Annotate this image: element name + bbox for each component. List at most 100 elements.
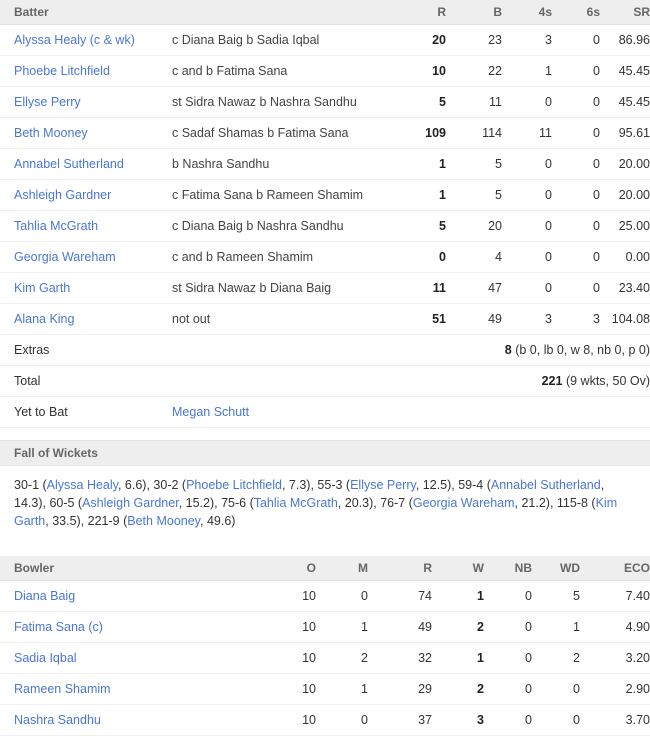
batter-name-cell: Annabel Sutherland: [0, 148, 172, 180]
maidens-cell: 1: [316, 611, 368, 643]
bowling-runs-cell: 49: [368, 611, 432, 643]
sixes-cell: 0: [552, 210, 600, 242]
batter-link[interactable]: Ashleigh Gardner: [14, 188, 112, 202]
batter-link[interactable]: Kim Garth: [14, 281, 71, 295]
batter-name-cell: Georgia Wareham: [0, 241, 172, 273]
fow-player-link[interactable]: Ashleigh Gardner: [82, 496, 179, 510]
bowler-link[interactable]: Nashra Sandhu: [14, 713, 101, 727]
batting-table: Batter R B 4s 6s SR Alyssa Healy (c & wk…: [0, 0, 650, 428]
wickets-cell: 3: [432, 704, 484, 736]
bowling-runs-cell: 74: [368, 580, 432, 612]
fow-player-link[interactable]: Beth Mooney: [127, 514, 200, 528]
dismissal-cell: c and b Fatima Sana: [172, 55, 388, 87]
table-row: Ellyse Perry st Sidra Nawaz b Nashra San…: [0, 86, 650, 118]
fow-player-link[interactable]: Ellyse Perry: [350, 478, 416, 492]
total-detail: (9 wkts, 50 Ov): [565, 374, 650, 388]
table-row: Phoebe Litchfield c and b Fatima Sana 10…: [0, 55, 650, 87]
wickets-cell: 1: [432, 580, 484, 612]
economy-cell: 7.40: [580, 580, 650, 612]
balls-cell: 47: [446, 272, 502, 304]
table-row: Rameen Shamim 10 1 29 2 0 0 2.90: [0, 673, 650, 705]
strikerate-cell: 0.00: [600, 241, 650, 273]
bowler-link[interactable]: Rameen Shamim: [14, 682, 111, 696]
batter-name-cell: Tahlia McGrath: [0, 210, 172, 242]
economy-cell: 3.20: [580, 642, 650, 674]
bowler-name-cell: Diana Baig: [0, 580, 256, 612]
bowling-header-overs: O: [256, 556, 316, 581]
batter-link[interactable]: Annabel Sutherland: [14, 157, 124, 171]
dismissal-cell: st Sidra Nawaz b Diana Baig: [172, 272, 388, 304]
batter-name-cell: Beth Mooney: [0, 117, 172, 149]
batter-link[interactable]: Georgia Wareham: [14, 250, 116, 264]
bowling-header-economy: ECO: [580, 556, 650, 581]
strikerate-cell: 20.00: [600, 179, 650, 211]
wickets-cell: 2: [432, 673, 484, 705]
balls-cell: 20: [446, 210, 502, 242]
bowling-body: Diana Baig 10 0 74 1 0 5 7.40 Fatima San…: [0, 580, 650, 736]
runs-cell: 11: [388, 272, 446, 304]
fow-player-link[interactable]: Annabel Sutherland: [490, 478, 601, 492]
table-row: Georgia Wareham c and b Rameen Shamim 0 …: [0, 241, 650, 273]
maidens-cell: 0: [316, 704, 368, 736]
bowling-runs-cell: 29: [368, 673, 432, 705]
bowling-header-wickets: W: [432, 556, 484, 581]
strikerate-cell: 45.45: [600, 55, 650, 87]
table-row: Alyssa Healy (c & wk) c Diana Baig b Sad…: [0, 24, 650, 56]
balls-cell: 22: [446, 55, 502, 87]
fours-cell: 0: [502, 148, 552, 180]
batting-body: Alyssa Healy (c & wk) c Diana Baig b Sad…: [0, 24, 650, 428]
batting-header-row: Batter R B 4s 6s SR: [0, 0, 650, 25]
dismissal-cell: not out: [172, 303, 388, 335]
fours-cell: 0: [502, 179, 552, 211]
total-runs: 221: [541, 374, 563, 388]
fow-player-link[interactable]: Phoebe Litchfield: [186, 478, 282, 492]
batter-link[interactable]: Tahlia McGrath: [14, 219, 99, 233]
batter-link[interactable]: Phoebe Litchfield: [14, 64, 110, 78]
batter-link[interactable]: Beth Mooney: [14, 126, 88, 140]
wides-cell: 0: [532, 673, 580, 705]
dismissal-cell: c Sadaf Shamas b Fatima Sana: [172, 117, 388, 149]
table-row: Diana Baig 10 0 74 1 0 5 7.40: [0, 580, 650, 612]
bowler-link[interactable]: Diana Baig: [14, 589, 76, 603]
bowling-header-wides: WD: [532, 556, 580, 581]
fow-player-link[interactable]: Kim Garth: [14, 496, 618, 528]
dismissal-cell: c Diana Baig b Nashra Sandhu: [172, 210, 388, 242]
runs-cell: 5: [388, 86, 446, 118]
bowler-link[interactable]: Fatima Sana (c): [14, 620, 103, 634]
bowling-header-noballs: NB: [484, 556, 532, 581]
strikerate-cell: 25.00: [600, 210, 650, 242]
sixes-cell: 0: [552, 148, 600, 180]
total-value: 221 (9 wkts, 50 Ov): [388, 365, 650, 397]
bowling-header-bowler: Bowler: [0, 556, 256, 581]
batter-link[interactable]: Ellyse Perry: [14, 95, 81, 109]
table-row: Annabel Sutherland b Nashra Sandhu 1 5 0…: [0, 148, 650, 180]
balls-cell: 114: [446, 117, 502, 149]
batter-link[interactable]: Alana King: [14, 312, 75, 326]
bowling-runs-cell: 37: [368, 704, 432, 736]
wides-cell: 0: [532, 704, 580, 736]
fow-player-link[interactable]: Alyssa Healy: [46, 478, 118, 492]
wickets-cell: 1: [432, 642, 484, 674]
batting-header-batter: Batter: [0, 0, 172, 25]
maidens-cell: 0: [316, 580, 368, 612]
bowler-link[interactable]: Sadia Iqbal: [14, 651, 77, 665]
runs-cell: 51: [388, 303, 446, 335]
dismissal-cell: st Sidra Nawaz b Nashra Sandhu: [172, 86, 388, 118]
fours-cell: 0: [502, 86, 552, 118]
economy-cell: 2.90: [580, 673, 650, 705]
maidens-cell: 1: [316, 673, 368, 705]
sixes-cell: 0: [552, 179, 600, 211]
batting-header-sixes: 6s: [552, 0, 600, 25]
fow-player-link[interactable]: Tahlia McGrath: [253, 496, 338, 510]
fow-player-link[interactable]: Georgia Wareham: [412, 496, 515, 510]
yet-to-bat-link[interactable]: Megan Schutt: [172, 405, 250, 419]
runs-cell: 1: [388, 148, 446, 180]
batting-header-fours: 4s: [502, 0, 552, 25]
section-spacer-1: [0, 428, 650, 440]
batter-name-cell: Alana King: [0, 303, 172, 335]
noballs-cell: 0: [484, 673, 532, 705]
balls-cell: 5: [446, 148, 502, 180]
strikerate-cell: 45.45: [600, 86, 650, 118]
batting-header-dismissal: [172, 0, 388, 25]
batter-link[interactable]: Alyssa Healy (c & wk): [14, 33, 135, 47]
